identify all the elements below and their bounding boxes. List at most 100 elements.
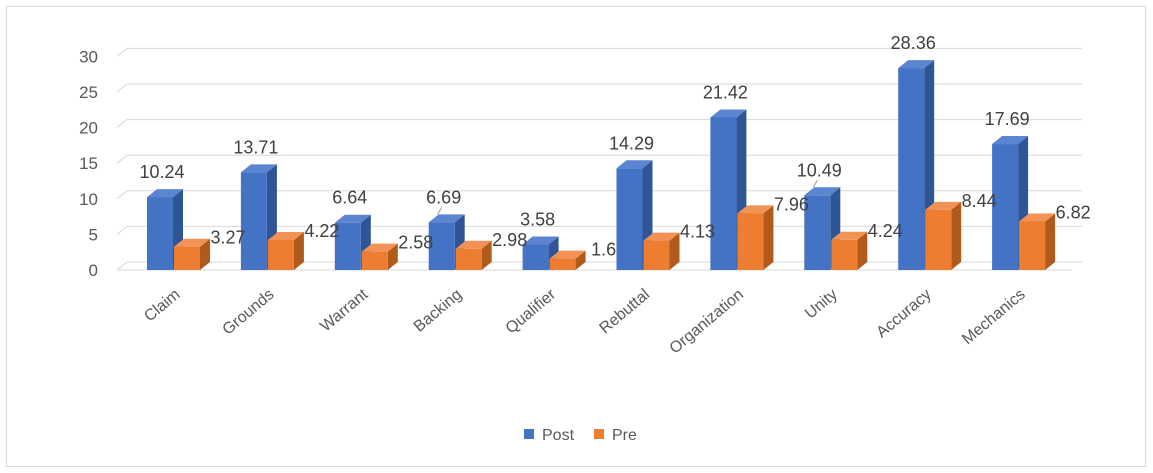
bar-pre-side — [669, 232, 680, 270]
bar-post-top — [240, 164, 277, 173]
gridline-corner — [116, 190, 128, 200]
legend-label-post: Post — [542, 427, 575, 444]
x-tick-label: Accuracy — [873, 286, 934, 341]
data-label-pre: 7.96 — [774, 194, 809, 214]
bar-post-top — [334, 214, 371, 223]
bar-post — [240, 172, 267, 270]
bar-pre — [361, 251, 388, 270]
bar-post-top — [428, 214, 465, 223]
bar-pre-top — [174, 238, 210, 247]
x-tick-label: Grounds — [220, 286, 278, 338]
bar-post-top — [710, 109, 747, 118]
bar-pre-top — [831, 231, 868, 240]
bar-post — [522, 244, 549, 270]
data-label-post: 10.24 — [139, 162, 184, 182]
bar-pre-top — [643, 232, 680, 241]
y-tick-label: 0 — [89, 261, 98, 280]
bar-post — [616, 168, 643, 270]
bar-post — [147, 197, 173, 270]
y-tick-label: 20 — [79, 119, 98, 138]
bar-pre-side — [387, 243, 398, 270]
data-label-pre: 4.24 — [868, 221, 903, 241]
legend-swatch-pre — [594, 429, 604, 439]
leader-line — [437, 207, 443, 215]
x-tick-label: Rebuttal — [596, 286, 653, 337]
bar-pre-top — [267, 231, 304, 240]
gridline-corner — [116, 119, 128, 128]
bar-post-top — [522, 236, 559, 245]
data-label-post: 6.69 — [426, 187, 461, 207]
x-tick-label: Mechanics — [959, 286, 1029, 348]
data-label-post: 10.49 — [797, 160, 842, 180]
data-label-post: 17.69 — [985, 109, 1030, 129]
bar-pre-side — [200, 238, 210, 270]
bar-post — [804, 195, 831, 270]
bar-pre — [737, 213, 764, 270]
data-label-post: 21.42 — [703, 82, 748, 102]
x-tick-label: Warrant — [317, 286, 371, 336]
data-label-post: 6.64 — [332, 188, 367, 208]
gridline-corner — [116, 48, 128, 57]
gridline-corner — [116, 154, 128, 164]
bar-pre — [267, 239, 294, 270]
x-tick-label: Backing — [411, 286, 466, 336]
x-tick-label: Organization — [667, 286, 747, 357]
bar-pre-top — [925, 201, 962, 210]
bar-post-top — [804, 187, 841, 196]
bar-pre-side — [293, 231, 304, 270]
legend-swatch-post — [524, 429, 534, 439]
bar-pre — [549, 258, 576, 270]
bar-pre — [925, 209, 952, 270]
bar-post — [334, 222, 361, 270]
gridline-corner — [116, 226, 128, 235]
y-tick-label: 30 — [79, 47, 98, 66]
bar-pre — [1019, 221, 1046, 270]
bar-post-top — [616, 160, 653, 169]
bar-pre-top — [455, 240, 492, 249]
bar-post — [428, 222, 455, 270]
leader-line — [812, 180, 818, 188]
bar-pre-side — [575, 250, 586, 270]
data-label-post: 28.36 — [891, 33, 936, 53]
bar-post-top — [898, 60, 935, 69]
bar-pre-side — [951, 201, 962, 270]
bar-pre — [455, 248, 482, 270]
data-label-post: 3.58 — [520, 210, 555, 230]
data-label-pre: 2.98 — [492, 230, 527, 250]
data-label-pre: 6.82 — [1056, 202, 1091, 222]
gridline-corner — [116, 261, 128, 271]
data-label-post: 13.71 — [233, 137, 278, 157]
bar-pre-top — [737, 205, 774, 214]
y-tick-label: 25 — [79, 83, 98, 102]
bar-pre-side — [1045, 213, 1056, 270]
bar-pre — [643, 240, 670, 270]
bar-pre — [174, 246, 200, 270]
bar-pre-side — [763, 205, 774, 270]
data-label-pre: 4.13 — [680, 222, 715, 242]
data-label-post: 14.29 — [609, 133, 654, 153]
data-label-pre: 3.27 — [210, 228, 245, 248]
bar-pre-top — [361, 243, 398, 252]
x-tick-label: Claim — [141, 286, 183, 325]
data-label-pre: 8.44 — [962, 191, 997, 211]
bar-post-top — [147, 189, 183, 198]
bar-pre-top — [1019, 213, 1056, 222]
x-tick-label: Unity — [802, 286, 841, 322]
bar-pre-side — [857, 231, 868, 270]
data-label-pre: 2.58 — [398, 233, 433, 253]
legend-label-pre: Pre — [612, 427, 637, 444]
gridline-corner — [116, 83, 128, 93]
x-tick-label: Qualifier — [503, 286, 560, 338]
y-tick-label: 15 — [79, 154, 98, 173]
y-tick-label: 5 — [89, 225, 98, 244]
data-label-pre: 1.6 — [591, 240, 616, 260]
bar-post — [992, 144, 1019, 270]
bar-post — [898, 68, 925, 270]
y-tick-label: 10 — [79, 190, 98, 209]
bar-post — [710, 117, 737, 271]
bar-pre — [831, 239, 858, 270]
bar-post-top — [992, 136, 1029, 145]
bar-pre-side — [481, 240, 492, 270]
data-label-pre: 4.22 — [304, 221, 339, 241]
